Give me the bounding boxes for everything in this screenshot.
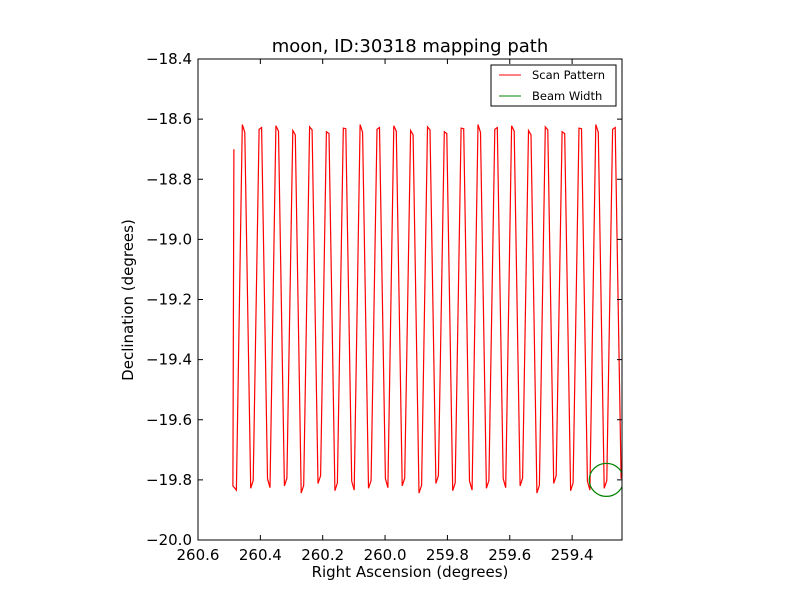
y-tick-label: −18.8 bbox=[146, 170, 192, 188]
x-axis-title: Right Ascension (degrees) bbox=[312, 563, 509, 581]
axis-ticks: 260.6 260.4 260.2 260.0 259.8 259.6 259.4 −18.4… bbox=[146, 50, 622, 564]
legend: Scan Pattern Beam Width bbox=[490, 64, 617, 107]
y-tick-label: −19.6 bbox=[146, 411, 192, 429]
y-tick-label: −19.4 bbox=[146, 351, 192, 369]
x-tick-label: 260.4 bbox=[239, 546, 282, 564]
scan-pattern-line bbox=[232, 124, 622, 494]
x-tick-label: 259.6 bbox=[488, 546, 531, 564]
legend-box bbox=[490, 64, 617, 107]
y-tick-label: −19.2 bbox=[146, 291, 192, 309]
legend-scan-pattern-label: Scan Pattern bbox=[532, 68, 605, 82]
x-tick-label: 260.0 bbox=[364, 546, 407, 564]
chart-title: moon, ID:30318 mapping path bbox=[272, 36, 549, 57]
beam-width-circle bbox=[588, 462, 622, 498]
y-tick-label: −19.0 bbox=[146, 230, 192, 248]
plot-series-layer bbox=[232, 124, 622, 498]
legend-beam-width-label: Beam Width bbox=[532, 89, 602, 103]
x-tick-label: 259.4 bbox=[551, 546, 594, 564]
y-tick-label: −20.0 bbox=[146, 531, 192, 549]
x-tick-label: 260.2 bbox=[301, 546, 344, 564]
x-tick-label: 259.8 bbox=[426, 546, 469, 564]
x-tick-label: 260.6 bbox=[177, 546, 220, 564]
y-axis-title: Declination (degrees) bbox=[119, 219, 137, 381]
y-tick-label: −19.8 bbox=[146, 471, 192, 489]
y-tick-label: −18.4 bbox=[146, 50, 192, 68]
y-tick-label: −18.6 bbox=[146, 110, 192, 128]
